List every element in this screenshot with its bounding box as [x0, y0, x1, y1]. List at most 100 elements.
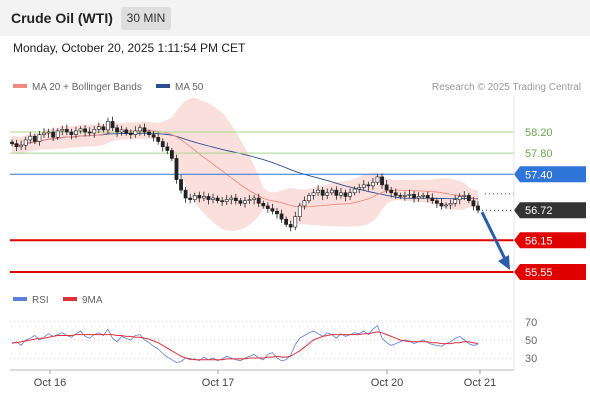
candle — [238, 198, 243, 206]
rsi-legend-swatch — [13, 297, 27, 301]
candle — [339, 188, 343, 199]
x-tick-label: Oct 20 — [371, 377, 403, 389]
candle — [393, 188, 398, 200]
level-label: 58.20 — [525, 127, 553, 139]
candle — [92, 126, 97, 138]
candle — [183, 186, 188, 203]
candle — [357, 183, 362, 194]
projection-arrow-shaft — [480, 211, 509, 264]
candle — [14, 139, 19, 152]
candle — [320, 186, 325, 201]
rsi-panel: 70 50 30 — [10, 317, 537, 365]
candle — [448, 199, 453, 210]
candle — [247, 194, 252, 204]
candle — [23, 136, 28, 150]
candle — [224, 194, 229, 205]
candle — [412, 191, 416, 203]
ma20-legend-label: MA 20 + Bollinger Bands — [32, 82, 142, 93]
candle — [192, 192, 197, 203]
candle — [361, 180, 366, 191]
candle — [457, 193, 462, 205]
candle — [384, 180, 389, 194]
candle — [302, 196, 307, 210]
candle — [211, 193, 215, 204]
rsi-legend-label: RSI — [32, 295, 49, 306]
candle — [352, 186, 357, 196]
ma50-legend-swatch — [156, 84, 170, 88]
candle — [119, 125, 124, 136]
candle — [288, 220, 293, 232]
current-price-label: 56.72 — [525, 205, 553, 217]
candle — [83, 125, 87, 137]
candle — [348, 188, 352, 201]
level-label: 56.15 — [525, 235, 553, 247]
candle — [462, 191, 467, 201]
candle — [138, 124, 142, 136]
ma50-legend-label: MA 50 — [175, 82, 204, 93]
candle — [197, 191, 202, 203]
candle — [115, 124, 119, 137]
bollinger-band-area — [12, 97, 478, 231]
candle — [403, 191, 407, 201]
candle — [233, 193, 238, 205]
level-label-box — [514, 232, 586, 249]
candle — [398, 192, 403, 200]
candle — [69, 128, 74, 140]
rsi-ma-line — [12, 331, 479, 361]
candle — [51, 127, 56, 141]
candle — [170, 147, 174, 162]
candle — [60, 125, 65, 136]
current-price-box — [514, 202, 586, 219]
candle — [133, 126, 138, 138]
x-axis-labels: Oct 16 Oct 17 Oct 20 Oct 21 — [34, 370, 496, 389]
candle — [156, 132, 161, 145]
candle — [366, 181, 371, 191]
candle — [284, 216, 289, 228]
candle — [46, 128, 51, 138]
candle — [124, 127, 129, 136]
candle — [430, 193, 435, 204]
candle — [421, 192, 426, 200]
candle — [128, 129, 133, 139]
candle — [279, 209, 284, 223]
candle — [151, 130, 156, 142]
ma20-legend-swatch — [13, 84, 27, 88]
candle — [434, 197, 439, 209]
candle — [311, 189, 316, 200]
candle — [407, 189, 412, 199]
level-label: 57.80 — [525, 148, 553, 160]
candle — [188, 193, 193, 204]
candle — [201, 191, 206, 202]
candle — [96, 122, 101, 134]
candle — [32, 133, 37, 145]
rsi-tick-label: 50 — [525, 335, 537, 347]
candle — [220, 196, 225, 206]
rsi-line — [11, 324, 479, 363]
candle — [19, 140, 24, 150]
level-label: 57.40 — [525, 169, 553, 181]
candle — [476, 201, 480, 214]
candle — [471, 196, 476, 211]
candle — [275, 208, 279, 219]
x-tick-label: Oct 17 — [202, 377, 234, 389]
level-label-box — [514, 264, 586, 280]
candle — [78, 126, 83, 134]
candle — [375, 174, 380, 185]
candle — [329, 187, 334, 196]
candle — [215, 195, 220, 204]
rsi-tick-label: 30 — [525, 353, 537, 365]
price-levels — [10, 131, 514, 273]
candle — [371, 177, 375, 190]
projection-arrow-head — [498, 255, 510, 270]
candle — [64, 124, 69, 136]
candle — [316, 185, 320, 196]
candle — [466, 192, 471, 204]
candle — [252, 194, 257, 205]
candle — [101, 124, 106, 133]
candle — [229, 194, 234, 205]
projection-arrow — [480, 211, 510, 270]
candle — [110, 116, 115, 131]
candle — [174, 154, 179, 184]
timeframe-button[interactable]: 30 MIN — [121, 7, 171, 30]
